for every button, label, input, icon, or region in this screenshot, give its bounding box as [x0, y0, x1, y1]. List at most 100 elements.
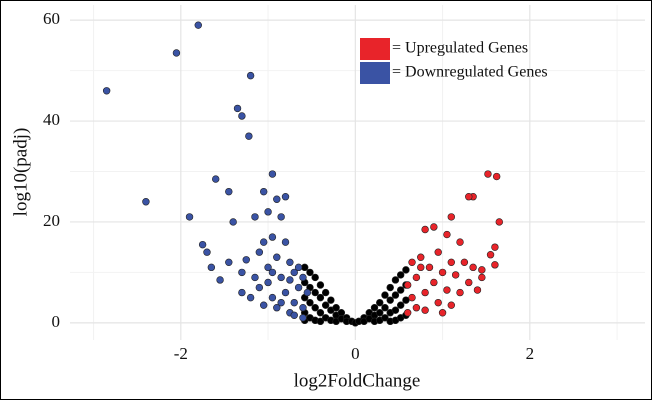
point — [242, 256, 250, 264]
point — [434, 298, 442, 307]
point — [438, 309, 447, 317]
point — [277, 273, 285, 282]
point — [370, 304, 379, 312]
legend-label: = Upregulated Genes — [392, 40, 528, 57]
legend-label: = Downregulated Genes — [392, 64, 548, 81]
point — [299, 304, 307, 312]
point — [386, 296, 394, 304]
point — [286, 258, 294, 267]
point — [465, 193, 473, 201]
point — [447, 258, 455, 267]
point — [402, 266, 410, 274]
point — [311, 288, 319, 297]
point — [386, 283, 394, 292]
point — [403, 309, 412, 317]
point — [294, 283, 303, 292]
point — [327, 296, 335, 304]
point — [443, 286, 451, 294]
point — [273, 195, 281, 203]
point — [260, 301, 268, 309]
point — [225, 258, 233, 267]
point — [443, 230, 451, 239]
point — [281, 193, 290, 201]
point — [430, 223, 438, 231]
point — [486, 251, 495, 259]
point — [260, 238, 268, 246]
point — [264, 263, 272, 272]
point — [268, 293, 277, 302]
point — [290, 311, 298, 319]
point — [260, 187, 268, 196]
point — [473, 286, 482, 294]
point — [381, 291, 389, 299]
point — [203, 248, 211, 256]
points — [102, 21, 503, 327]
point — [421, 306, 429, 314]
point — [311, 304, 319, 312]
point — [456, 238, 464, 246]
point — [268, 170, 277, 178]
point — [294, 263, 303, 272]
point — [246, 293, 255, 302]
point — [447, 301, 455, 309]
point — [264, 278, 272, 287]
point — [412, 304, 421, 312]
point — [396, 271, 405, 279]
point — [233, 104, 242, 113]
x-axis-title: log2FoldChange — [294, 370, 421, 391]
y-tick-label: 0 — [52, 312, 61, 331]
point — [478, 273, 486, 282]
point — [172, 49, 181, 57]
point — [299, 273, 307, 282]
point — [306, 298, 314, 307]
point — [430, 278, 438, 287]
point — [246, 71, 255, 80]
point — [321, 288, 330, 297]
point — [264, 208, 272, 216]
point — [447, 213, 455, 221]
point — [381, 314, 389, 322]
point — [216, 276, 224, 284]
point — [277, 213, 285, 221]
point — [484, 170, 492, 178]
point — [456, 288, 464, 297]
point — [290, 268, 298, 277]
point — [391, 276, 400, 284]
point — [281, 238, 290, 246]
x-tick-label: -2 — [174, 344, 188, 363]
y-tick-label: 60 — [43, 9, 60, 28]
point — [194, 21, 202, 29]
point — [273, 253, 281, 261]
point — [478, 266, 486, 274]
point — [396, 286, 405, 294]
point — [451, 271, 460, 279]
point — [402, 296, 410, 304]
point — [301, 263, 309, 272]
point — [251, 273, 259, 282]
point — [303, 288, 312, 297]
point — [281, 288, 290, 297]
point — [391, 306, 400, 314]
point — [225, 187, 233, 196]
point — [185, 213, 194, 221]
point — [238, 288, 246, 297]
point — [316, 309, 325, 317]
point — [142, 198, 150, 206]
point — [255, 248, 264, 256]
point — [417, 263, 425, 272]
x-tick-label: 2 — [526, 344, 535, 363]
point — [421, 288, 429, 297]
point — [316, 293, 325, 302]
point — [299, 314, 307, 322]
point — [492, 172, 501, 181]
point — [421, 225, 429, 234]
y-tick-label: 20 — [43, 211, 60, 230]
point — [391, 291, 400, 299]
point — [417, 253, 425, 261]
legend-swatch — [360, 38, 390, 60]
legend-swatch — [360, 62, 390, 84]
point — [229, 218, 237, 226]
point — [102, 87, 111, 95]
